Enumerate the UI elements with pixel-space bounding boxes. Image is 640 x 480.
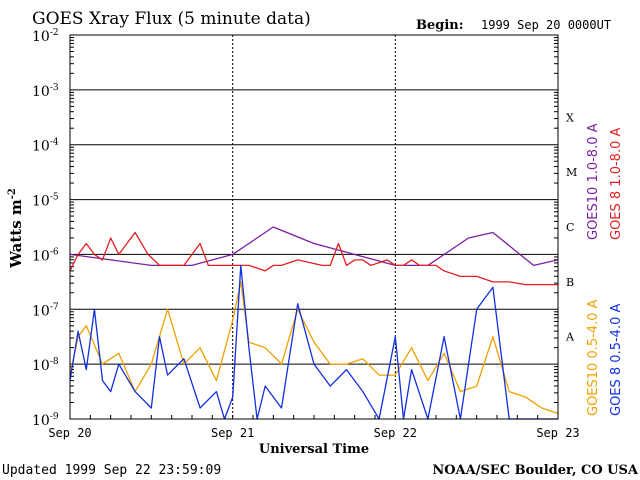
y-tick-base: 10 — [32, 139, 50, 155]
flare-class-label: A — [565, 331, 575, 344]
flare-class-label: X — [566, 111, 574, 124]
legend-entry-4: GOES 8 0.5-4.0 A — [609, 304, 624, 416]
y-tick-exponent: -6 — [50, 247, 59, 257]
y-tick-exponent: -5 — [50, 193, 59, 203]
series-line-2 — [69, 231, 558, 286]
x-tick-labels: Sep 20 Sep 21 Sep 22 Sep 23 — [48, 426, 579, 440]
y-tick-base: 10 — [32, 303, 50, 319]
y-tick-label: 10-7 — [32, 302, 59, 319]
x-tick-label: Sep 22 — [374, 426, 417, 440]
y-tick-label: 10-2 — [32, 28, 59, 45]
x-axis-label: Universal Time — [259, 442, 369, 457]
y-tick-label: 10-8 — [32, 357, 59, 374]
y-tick-exponent: -3 — [50, 83, 59, 93]
legend-entry-1: GOES10 1.0-8.0 A — [586, 123, 601, 240]
y-axis-label: Watts m-2 — [7, 188, 25, 269]
chart-title: GOES Xray Flux (5 minute data) — [32, 9, 311, 29]
y-tick-label: 10-9 — [32, 412, 59, 429]
updated-text: Updated 1999 Sep 22 23:59:09 — [2, 463, 221, 478]
y-tick-label: 10-4 — [32, 138, 59, 155]
y-axis-label-superscript: -2 — [7, 188, 18, 199]
y-tick-label: 10-5 — [32, 193, 59, 210]
y-tick-base: 10 — [32, 358, 50, 374]
legend-entry-3: GOES10 0.5-4.0 A — [586, 299, 601, 416]
y-tick-exponent: -8 — [50, 357, 59, 367]
legend: GOES10 1.0-8.0 A GOES 8 1.0-8.0 A GOES10 0… — [586, 123, 624, 416]
y-tick-labels: 10-210-310-410-510-610-710-810-9 — [32, 28, 59, 429]
y-tick-base: 10 — [32, 194, 50, 210]
series-line-1 — [69, 226, 559, 267]
y-tick-base: 10 — [32, 29, 50, 45]
begin-label: Begin: — [416, 18, 464, 33]
x-tick-label: Sep 21 — [211, 426, 254, 440]
y-tick-exponent: -2 — [50, 28, 59, 38]
y-tick-exponent: -4 — [50, 138, 59, 148]
x-tick-label: Sep 23 — [536, 426, 579, 440]
y-axis-label-text: Watts m — [7, 199, 25, 269]
flare-class-labels: X M C B A — [565, 111, 577, 343]
series-line-4 — [69, 264, 558, 420]
plot-series — [69, 226, 559, 420]
y-tick-exponent: -9 — [50, 412, 59, 422]
flare-class-label: B — [566, 276, 574, 289]
flare-class-label: C — [566, 221, 574, 234]
series-line-3 — [69, 281, 559, 415]
flare-class-label: M — [566, 166, 577, 179]
y-tick-base: 10 — [32, 84, 50, 100]
y-tick-label: 10-6 — [32, 247, 59, 264]
y-tick-label: 10-3 — [32, 83, 59, 100]
begin-value: 1999 Sep 20 0000UT — [481, 18, 611, 32]
y-tick-base: 10 — [32, 413, 50, 429]
legend-entry-2: GOES 8 1.0-8.0 A — [609, 128, 624, 240]
x-tick-label: Sep 20 — [48, 426, 91, 440]
y-tick-exponent: -7 — [50, 302, 59, 312]
credit-text: NOAA/SEC Boulder, CO USA — [432, 463, 639, 478]
plot-frame — [69, 34, 559, 420]
y-tick-base: 10 — [32, 248, 50, 264]
